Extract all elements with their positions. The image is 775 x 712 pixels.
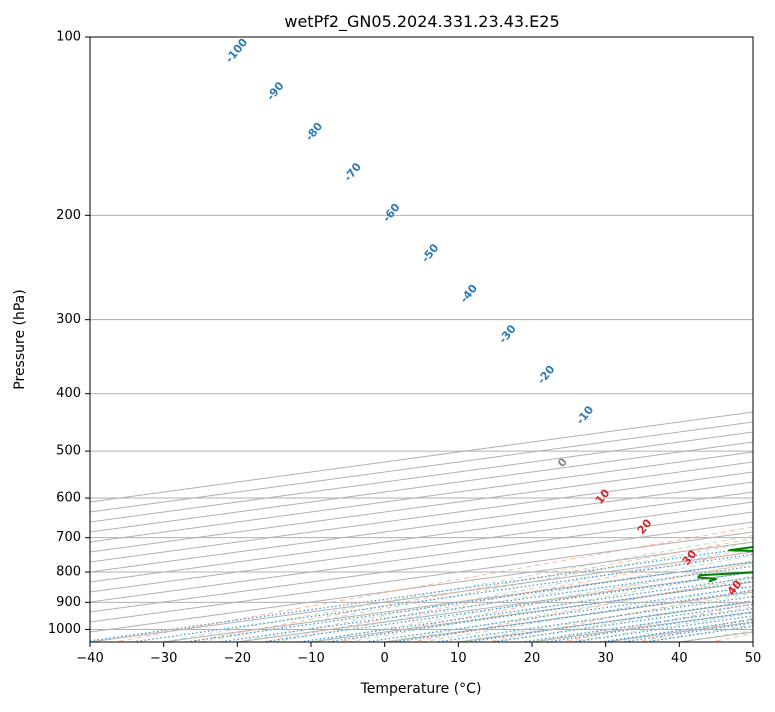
dry-adiabat-label: -30 (496, 322, 519, 346)
dry-adiabat-label: -100 (223, 36, 251, 66)
isotherm-line (385, 37, 775, 642)
x-tick-label: −30 (150, 651, 177, 666)
plot-frame (90, 37, 753, 642)
y-axis-label: Pressure (hPa) (12, 289, 28, 389)
dry-adiabat-label: -50 (419, 241, 442, 265)
moist-adiabat-line (164, 50, 775, 642)
dry-adiabat-line (338, 37, 775, 642)
moist-adiabat-label: 20 (635, 516, 655, 536)
isotherm-line (753, 37, 775, 642)
moist-adiabats (164, 50, 775, 642)
y-tick-label: 300 (56, 312, 81, 327)
background-line-labels: -100-90-80-70-60-50-40-30-20-10010203040… (223, 36, 775, 598)
y-tick-label: 700 (56, 530, 81, 545)
isotherm-line (311, 37, 775, 642)
dry-adiabats (114, 37, 775, 642)
x-tick-label: 40 (671, 651, 688, 666)
moist-adiabat-line (311, 50, 775, 642)
x-tick-label: 20 (524, 651, 541, 666)
pressure-gridlines (90, 37, 753, 629)
dry-adiabat-line (114, 37, 775, 642)
dry-adiabat-label: -70 (341, 160, 364, 184)
y-tick-label: 400 (56, 386, 81, 401)
x-axis-label: Temperature (°C) (360, 681, 482, 697)
dry-adiabat-label: -40 (458, 282, 481, 306)
y-tick-label: 200 (56, 208, 81, 223)
profiles (698, 37, 775, 582)
dry-adiabat-line (264, 37, 775, 642)
x-tick-label: −10 (297, 651, 324, 666)
chart-title: wetPf2_GN05.2024.331.23.43.E25 (284, 12, 559, 32)
y-tick-label: 500 (56, 444, 81, 459)
y-tick-label: 100 (56, 30, 81, 45)
isotherms (0, 37, 775, 642)
dry-adiabat-label: -90 (264, 79, 287, 103)
dry-adiabat-label: -20 (535, 363, 558, 387)
x-tick-label: −40 (76, 651, 103, 666)
x-tick-label: 50 (745, 651, 762, 666)
x-tick-label: 0 (381, 651, 389, 666)
isotherm-line (0, 37, 775, 642)
y-tick-label: 1000 (48, 622, 81, 637)
y-tick-label: 600 (56, 491, 81, 506)
isotherm-line (90, 37, 775, 642)
moist-adiabat-line (495, 50, 775, 642)
dry-adiabat-label: -80 (303, 120, 326, 144)
x-tick-label: −20 (224, 651, 251, 666)
x-axis: −40 −30 −20 −10 0 10 20 30 40 50 (76, 642, 761, 666)
x-tick-label: 10 (450, 651, 467, 666)
dry-adiabat-label: -10 (574, 403, 597, 427)
plot-area (0, 37, 775, 642)
x-tick-label: 30 (597, 651, 614, 666)
dry-adiabat-label: -60 (380, 201, 403, 225)
y-tick-label: 900 (56, 595, 81, 610)
dry-adiabat-line (637, 37, 775, 642)
isotherm-line (16, 37, 775, 642)
profile-line (698, 37, 775, 582)
y-axis: 100 200 300 400 500 600 700 800 900 1000 (48, 30, 90, 637)
moist-adiabat-label: 30 (680, 547, 700, 567)
y-tick-label: 800 (56, 565, 81, 580)
moist-adiabat-line (348, 50, 775, 642)
